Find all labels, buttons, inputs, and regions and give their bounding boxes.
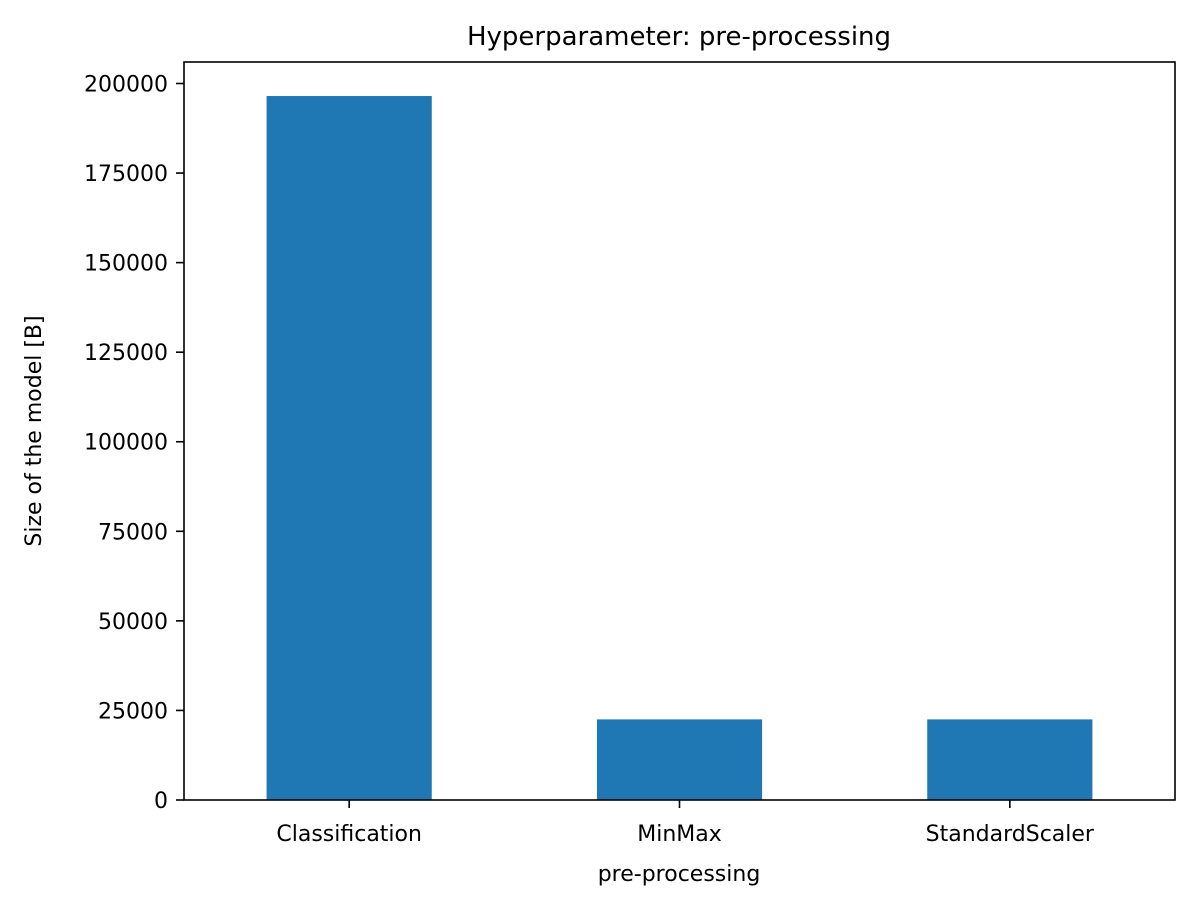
plot-frame [183,61,1176,801]
y-tick-label: 50000 [98,610,168,635]
y-axis-label: Size of the model [B] [22,315,47,546]
y-tick-label: 100000 [84,431,168,456]
y-tick-label: 75000 [98,520,168,545]
y-tick-label: 150000 [84,252,168,277]
bar-minmax [596,719,763,800]
x-axis-ticks: Classification MinMax StandardScaler [276,800,1095,847]
x-tick-label: Classification [276,822,422,847]
chart-title: Hyperparameter: pre-processing [467,22,891,52]
y-tick-label: 0 [154,789,168,814]
y-axis-ticks: 0 25000 50000 75000 100000 125000 150000 175000… [84,72,184,814]
y-tick-label: 200000 [84,72,168,97]
x-tick-label: MinMax [637,822,722,847]
y-tick-label: 125000 [84,341,168,366]
bar-standardscaler [927,719,1093,800]
bars-group [266,96,1093,800]
x-tick-label: StandardScaler [926,822,1095,847]
y-tick-label: 175000 [84,162,168,187]
x-axis-label: pre-processing [598,862,761,887]
y-tick-label: 25000 [98,699,168,724]
bar-classification [266,96,432,800]
